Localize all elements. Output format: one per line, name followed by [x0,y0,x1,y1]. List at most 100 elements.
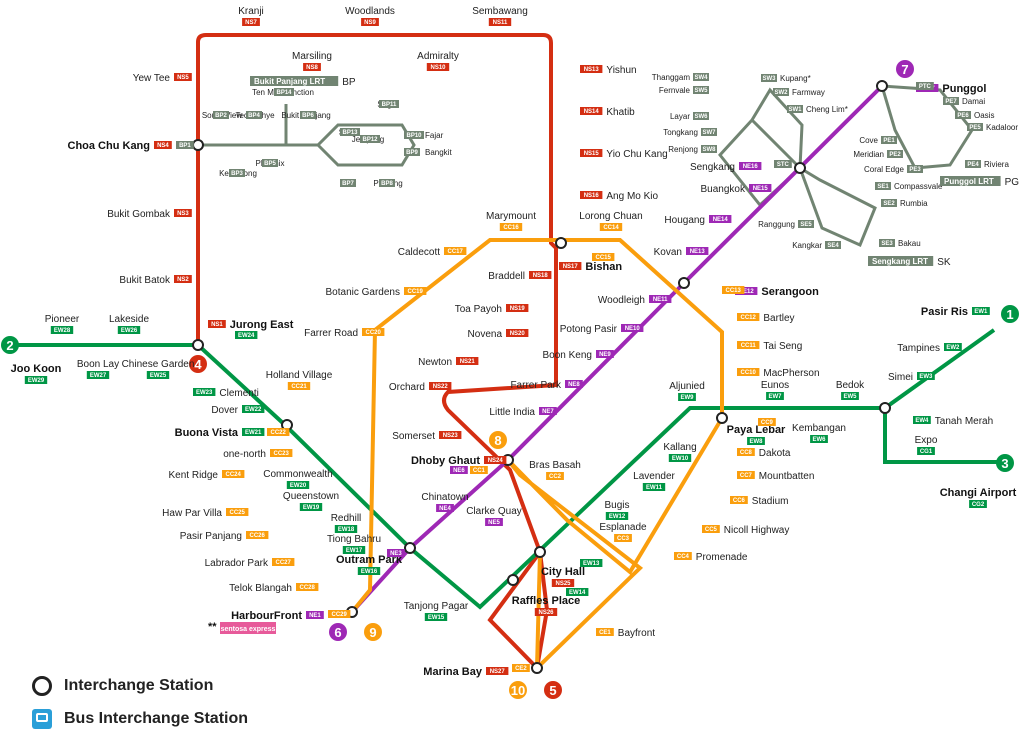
pg-lrt-cove[interactable]: Cove PE1 [859,136,897,145]
station-labrador-park[interactable]: Labrador Park CC27 [205,558,295,569]
station-city-hall[interactable]: City Hall NS25 [541,566,585,587]
station-queenstown[interactable]: Queenstown EW19 [283,491,339,511]
station-expo[interactable]: Expo CG1 [915,435,938,455]
station-pasir-ris[interactable]: Pasir Ris EW1 [921,306,990,318]
bp-lrt-pending[interactable]: PendingBP8 [373,179,403,188]
sk-lrt-thanggam[interactable]: Thanggam SW4 [652,73,709,82]
station-bugis[interactable]: Bugis EW12 [604,500,630,520]
station-sembawang[interactable]: Sembawang NS11 [472,6,528,26]
bp-lrt-senja[interactable]: SenjaBP13 [339,128,360,137]
station-kallang[interactable]: Kallang EW10 [663,442,697,462]
bp-lrt-bukit-panjang[interactable]: Bukit PanjangBP6 [281,111,331,120]
sk-lrt-bakau[interactable]: Bakau SE3 [879,239,921,248]
station-buangkok[interactable]: Buangkok NE15 [701,184,772,195]
station-stadium[interactable]: Stadium CC6 [730,496,788,507]
station-haw-par-villa[interactable]: Haw Par Villa CC25 [162,508,249,519]
sk-lrt-layar[interactable]: Layar SW6 [670,112,709,121]
station-macpherson[interactable]: MacPherson CC10 [737,368,820,379]
station-commonwealth[interactable]: Commonwealth EW20 [263,469,333,489]
station-raffles-place[interactable]: Raffles Place NS26 [512,595,580,616]
station-holland-village[interactable]: Holland Village CC21 [266,370,333,390]
station-yishun[interactable]: Yishun NS13 [580,65,637,76]
station-boon-lay[interactable]: Boon Lay EW27 [77,359,119,379]
station-bukit-gombak[interactable]: Bukit Gombak NS3 [107,209,192,220]
station-admiralty[interactable]: Admiralty NS10 [417,51,459,71]
station-little-india[interactable]: Little India NE7 [489,407,557,418]
bp-lrt-bangkit[interactable]: Bangkit BP9 [404,148,452,157]
station-khatib[interactable]: Khatib NS14 [580,107,635,118]
station-caldecott[interactable]: Caldecott CC17 [398,247,467,258]
station-dhoby-ghaut[interactable]: Dhoby Ghaut NS24 [411,455,507,467]
station-ang-mo-kio[interactable]: Ang Mo Kio NS16 [580,191,659,202]
station-buona-vista[interactable]: Buona Vista EW21 [175,427,265,439]
station-sengkang[interactable]: Sengkang NE16 [690,162,762,173]
station-esplanade[interactable]: Esplanade CC3 [599,522,647,542]
station-somerset[interactable]: Somerset NS23 [392,431,462,442]
station-novena[interactable]: Novena NS20 [468,329,529,340]
station-paya-lebar[interactable]: Paya Lebar EW8 [727,424,786,445]
station-kembangan[interactable]: Kembangan EW6 [792,423,846,443]
station-botanic-gardens[interactable]: Botanic Gardens CC19 [326,287,427,298]
station-nicoll-highway[interactable]: Nicoll Highway CC5 [702,525,789,536]
station-dover[interactable]: Dover EW22 [211,405,265,416]
pg-lrt-oasis[interactable]: Oasis PE6 [955,111,994,120]
station-tai-seng[interactable]: Tai Seng CC11 [737,341,802,352]
station-lavender[interactable]: Lavender EW11 [633,471,676,491]
pg-lrt-riviera[interactable]: Riviera PE4 [965,160,1009,169]
station-aljunied[interactable]: Aljunied EW9 [669,381,705,401]
pg-lrt-damai[interactable]: Damai PE7 [943,97,985,106]
bp-lrt-segar[interactable]: SegarBP11 [377,100,399,109]
sk-lrt-farmway[interactable]: Farmway SW2 [773,88,825,97]
station-pioneer[interactable]: Pioneer EW28 [45,314,80,334]
station-lorong-chuan[interactable]: Lorong Chuan CC14 [579,211,643,231]
station-redhill[interactable]: Redhill EW18 [331,513,362,533]
station-lakeside[interactable]: Lakeside EW26 [109,314,149,334]
station-promenade[interactable]: Promenade CC4 [674,552,748,563]
station-potong-pasir[interactable]: Potong Pasir NE10 [560,324,644,335]
station-braddell[interactable]: Braddell NS18 [488,271,552,282]
bp-lrt-petir[interactable]: PetirBP7 [340,179,357,188]
pg-lrt-coral-edge[interactable]: Coral Edge PE3 [864,165,923,174]
sk-lrt-tongkang[interactable]: Tongkang SW7 [663,128,717,137]
station-bishan[interactable]: Bishan NS17 [559,261,622,273]
station-bedok[interactable]: Bedok EW5 [836,380,865,400]
pg-lrt-kadaloor[interactable]: Kadaloor PE5 [967,123,1018,132]
station-marina-bay[interactable]: Marina Bay NS27 [423,666,509,678]
pg-lrt-meridian[interactable]: Meridian PE2 [853,150,903,159]
station-boon-keng[interactable]: Boon Keng NE9 [543,350,614,361]
station-bukit-batok[interactable]: Bukit Batok NS2 [119,275,192,286]
station-woodleigh[interactable]: Woodleigh NE11 [598,295,672,306]
station-telok-blangah[interactable]: Telok Blangah CC28 [229,583,319,594]
station-mountbatten[interactable]: Mountbatten CC7 [737,471,814,482]
station-bayfront[interactable]: Bayfront CE1 [596,628,655,639]
station-harbourfront[interactable]: HarbourFront NE1 [231,610,324,622]
station-outram-park[interactable]: Outram Park EW16 [336,554,403,575]
station-one-north[interactable]: one-north CC23 [223,449,293,460]
station-yew-tee[interactable]: Yew Tee NS5 [133,73,192,84]
station-marsiling[interactable]: Marsiling NS8 [292,51,332,71]
station-jurong-east[interactable]: Jurong East NS1 [208,319,294,331]
sk-lrt-compassvale[interactable]: Compassvale SE1 [875,182,943,191]
station-chinatown[interactable]: Chinatown NE4 [421,492,469,512]
station-kovan[interactable]: Kovan NE13 [654,247,709,258]
station-choa-chu-kang[interactable]: Choa Chu Kang NS4 [68,140,172,152]
station-farrer-park[interactable]: Farrer Park NE8 [510,380,583,391]
station-changi-airport[interactable]: Changi Airport CG2 [940,487,1017,508]
station-woodlands[interactable]: Woodlands NS9 [345,6,395,26]
station-dakota[interactable]: Dakota CC8 [737,448,791,459]
station-simei[interactable]: Simei EW3 [888,372,935,383]
bp-lrt-jelapang[interactable]: JelapangBP12 [352,135,384,144]
sk-lrt-cheng-lim-[interactable]: Cheng Lim* SW1 [787,105,848,114]
station-pasir-panjang[interactable]: Pasir Panjang CC26 [180,531,269,542]
station-tampines[interactable]: Tampines EW2 [897,343,962,354]
station-marymount[interactable]: Marymount CC16 [486,211,536,231]
station-tiong-bahru[interactable]: Tiong Bahru EW17 [327,534,381,554]
station-bartley[interactable]: Bartley CC12 [737,313,795,324]
sk-lrt-rumbia[interactable]: Rumbia SE2 [881,199,928,208]
station-tanah-merah[interactable]: Tanah Merah EW4 [913,416,993,427]
